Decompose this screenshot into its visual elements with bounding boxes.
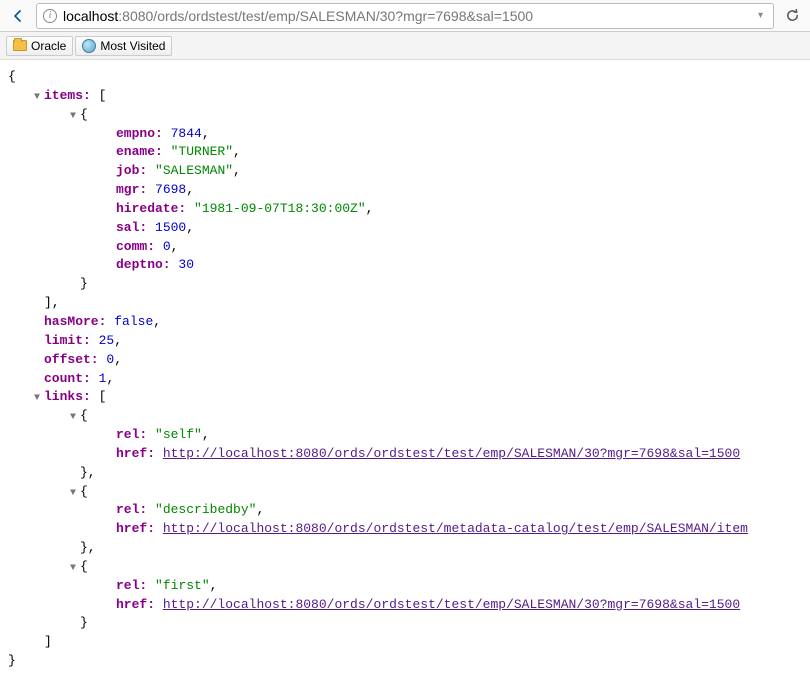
toggle-icon[interactable]: ▼ bbox=[68, 411, 78, 426]
folder-icon bbox=[13, 40, 27, 51]
json-key: ename: bbox=[116, 143, 163, 162]
json-key: empno: bbox=[116, 125, 163, 144]
json-key: offset: bbox=[44, 351, 99, 370]
toggle-icon[interactable]: ▼ bbox=[32, 91, 42, 106]
json-string: "self" bbox=[155, 426, 202, 445]
json-number: 0 bbox=[106, 351, 114, 370]
json-key: rel: bbox=[116, 426, 147, 445]
json-keyword: false bbox=[114, 313, 153, 332]
url-host: localhost bbox=[63, 8, 118, 24]
url-text: localhost:8080/ords/ordstest/test/emp/SA… bbox=[63, 8, 533, 24]
url-dropdown-icon[interactable]: ▾ bbox=[754, 10, 767, 21]
toggle-icon[interactable]: ▼ bbox=[68, 487, 78, 502]
browser-toolbar: i localhost:8080/ords/ordstest/test/emp/… bbox=[0, 0, 810, 32]
json-key: job: bbox=[116, 162, 147, 181]
url-bar[interactable]: i localhost:8080/ords/ordstest/test/emp/… bbox=[36, 3, 774, 29]
json-number: 1500 bbox=[155, 219, 186, 238]
bookmark-label: Most Visited bbox=[100, 39, 165, 53]
json-link[interactable]: http://localhost:8080/ords/ordstest/test… bbox=[163, 445, 740, 464]
json-key: deptno: bbox=[116, 256, 171, 275]
toggle-icon[interactable]: ▼ bbox=[68, 110, 78, 125]
json-key: href: bbox=[116, 596, 155, 615]
json-number: 25 bbox=[99, 332, 115, 351]
json-viewer: { ▼items: [ ▼{ empno: 7844, ename: "TURN… bbox=[0, 60, 810, 691]
globe-icon bbox=[82, 39, 96, 53]
bookmark-most-visited[interactable]: Most Visited bbox=[75, 36, 172, 56]
back-button[interactable] bbox=[4, 3, 32, 29]
json-number: 30 bbox=[178, 256, 194, 275]
toggle-icon[interactable]: ▼ bbox=[32, 392, 42, 407]
json-number: 7698 bbox=[155, 181, 186, 200]
bookmark-label: Oracle bbox=[31, 39, 66, 53]
json-link[interactable]: http://localhost:8080/ords/ordstest/test… bbox=[163, 596, 740, 615]
json-link[interactable]: http://localhost:8080/ords/ordstest/meta… bbox=[163, 520, 748, 539]
json-key: hiredate: bbox=[116, 200, 186, 219]
json-string: "TURNER" bbox=[171, 143, 233, 162]
json-string: "describedby" bbox=[155, 501, 256, 520]
json-key: rel: bbox=[116, 577, 147, 596]
brace-open: { bbox=[8, 68, 16, 87]
info-icon[interactable]: i bbox=[43, 9, 57, 23]
brace-close: } bbox=[8, 652, 16, 671]
json-string: "first" bbox=[155, 577, 210, 596]
json-string: "1981-09-07T18:30:00Z" bbox=[194, 200, 366, 219]
bookmarks-bar: Oracle Most Visited bbox=[0, 32, 810, 60]
json-key: href: bbox=[116, 445, 155, 464]
json-key: count: bbox=[44, 370, 91, 389]
bookmark-oracle[interactable]: Oracle bbox=[6, 36, 73, 56]
json-key: limit: bbox=[44, 332, 91, 351]
json-number: 7844 bbox=[171, 125, 202, 144]
json-key: mgr: bbox=[116, 181, 147, 200]
json-key: sal: bbox=[116, 219, 147, 238]
json-key: links: bbox=[44, 388, 91, 407]
reload-button[interactable] bbox=[778, 3, 806, 29]
json-key: comm: bbox=[116, 238, 155, 257]
json-key: href: bbox=[116, 520, 155, 539]
json-key: rel: bbox=[116, 501, 147, 520]
json-key: hasMore: bbox=[44, 313, 106, 332]
json-number: 0 bbox=[163, 238, 171, 257]
url-path: :8080/ords/ordstest/test/emp/SALESMAN/30… bbox=[118, 8, 533, 24]
json-number: 1 bbox=[99, 370, 107, 389]
json-string: "SALESMAN" bbox=[155, 162, 233, 181]
json-key: items: bbox=[44, 87, 91, 106]
toggle-icon[interactable]: ▼ bbox=[68, 562, 78, 577]
